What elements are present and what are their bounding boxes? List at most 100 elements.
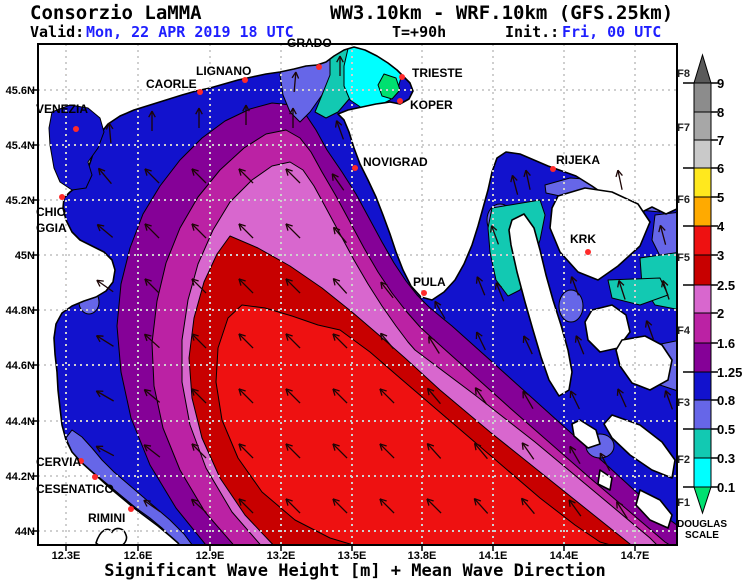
- island-small-1: [635, 489, 673, 529]
- scale-segment: [693, 139, 712, 169]
- city-label-lignano: LIGNANO: [196, 64, 251, 78]
- wave-direction-arrow: [332, 277, 348, 294]
- wave-direction-arrow: [523, 169, 531, 190]
- lat-tick-label: 45.2N: [6, 195, 35, 207]
- wave-direction-arrows: [95, 55, 674, 519]
- city-dot-venezia: [73, 126, 79, 132]
- wave-direction-arrow: [617, 280, 626, 300]
- city-dot-pula: [421, 290, 427, 296]
- lon-tick-label: 14.4E: [550, 550, 579, 562]
- brand-title: Consorzio LaMMA: [30, 2, 202, 24]
- city-dot-rijeka: [550, 166, 556, 172]
- wave-direction-arrow: [569, 445, 581, 464]
- lat-tick-label: 45N: [15, 250, 35, 262]
- wave-direction-arrow: [473, 497, 489, 514]
- model-title: WW3.10km - WRF.10km (GFS.25km): [330, 2, 673, 24]
- force-label: F2: [677, 454, 690, 466]
- scale-segment: [693, 225, 712, 256]
- wave-direction-arrow: [95, 335, 114, 347]
- city-dot-chioggia: [59, 194, 65, 200]
- wave-direction-arrow: [285, 443, 301, 459]
- scale-value: 0.3: [717, 451, 735, 466]
- city-dot-lignano: [242, 77, 248, 83]
- init-label: Init.:: [505, 23, 559, 41]
- wave-direction-arrow: [658, 224, 667, 245]
- lon-tick-label: 12.3E: [52, 550, 81, 562]
- lat-tick-label: 45.4N: [6, 140, 35, 152]
- wave-direction-arrow: [291, 71, 300, 93]
- scale-segment: [693, 428, 712, 459]
- wave-direction-arrow: [616, 388, 627, 408]
- wave-direction-arrow: [105, 122, 114, 144]
- force-label: F3: [677, 397, 690, 409]
- scale-value: 8: [717, 105, 724, 120]
- wave-direction-arrow: [661, 280, 670, 300]
- city-label-rijeka: RIJEKA: [556, 153, 600, 167]
- wave-direction-arrow: [332, 333, 348, 349]
- wave-direction-arrow: [615, 169, 623, 190]
- wave-direction-arrow: [334, 120, 345, 140]
- wave-direction-arrow: [238, 388, 254, 404]
- wave-direction-arrow: [143, 333, 160, 349]
- wave-direction-arrow: [489, 225, 500, 245]
- lon-tick-label: 13.5E: [338, 550, 367, 562]
- wave-direction-arrow: [97, 167, 112, 185]
- wave-direction-arrow: [143, 444, 161, 458]
- wave-direction-arrow: [379, 332, 394, 350]
- scale-value: 1.6: [717, 336, 735, 351]
- lat-tick-label: 44.6N: [6, 360, 35, 372]
- wave-direction-arrow: [285, 278, 301, 294]
- wave-direction-arrow: [332, 388, 348, 404]
- lat-tick-label: 44N: [15, 526, 35, 538]
- valid-label: Valid:: [30, 23, 84, 41]
- scale-value: 5: [717, 190, 724, 205]
- force-label: F1: [677, 497, 690, 509]
- lead-time: T=+90h: [392, 23, 446, 41]
- lon-tick-label: 12.6E: [124, 550, 153, 562]
- wave-direction-arrow: [191, 388, 207, 404]
- island-losinj: [571, 419, 601, 449]
- wave-direction-arrow: [238, 443, 254, 459]
- lon-tick-label: 14.7E: [621, 550, 650, 562]
- wave-direction-arrow: [599, 452, 611, 472]
- scale-value: 9: [717, 76, 724, 91]
- wave-direction-arrow: [426, 498, 442, 514]
- scale-segment: [693, 167, 712, 198]
- wave-direction-arrow: [285, 333, 301, 349]
- scale-segment: [693, 254, 712, 286]
- wave-direction-arrow: [191, 443, 207, 459]
- city-dot-trieste: [399, 74, 405, 80]
- scale-segment: [693, 457, 712, 488]
- wave-direction-arrow: [285, 223, 301, 239]
- city-label-caorle: CAORLE: [146, 77, 197, 91]
- wave-direction-arrow: [96, 279, 114, 293]
- city-label-novigrad: NOVIGRAD: [363, 155, 428, 169]
- wave-direction-arrow: [191, 333, 207, 349]
- lat-tick-label: 44.2N: [6, 471, 35, 483]
- wave-direction-arrow: [95, 390, 114, 402]
- city-labels: VENEZIA CAORLE LIGNANO GRADO TRIESTE KOP…: [36, 36, 600, 525]
- header: Consorzio LaMMA WW3.10km - WRF.10km (GFS…: [30, 2, 673, 41]
- scale-value: 2: [717, 306, 724, 321]
- wave-direction-arrow: [143, 499, 161, 513]
- wave-direction-arrow: [285, 388, 301, 404]
- force-label: F4: [677, 325, 691, 337]
- wave-direction-arrow: [569, 390, 580, 410]
- lon-tick-label: 13.8E: [408, 550, 437, 562]
- wave-direction-arrow: [380, 281, 394, 299]
- scale-value: 3: [717, 248, 724, 263]
- wave-direction-arrow: [426, 442, 442, 459]
- scale-title-line1: DOUGLAS: [677, 519, 727, 530]
- wave-direction-arrow: [379, 443, 395, 459]
- wave-direction-arrow: [332, 443, 348, 459]
- scale-segment: [693, 312, 712, 344]
- map-area: [38, 44, 677, 545]
- scale-segment: [693, 111, 712, 141]
- lat-axis: 45.6N 45.4N 45.2N 45N 44.8N 44.6N 44.4N …: [6, 85, 35, 538]
- wave-direction-arrow: [191, 168, 207, 184]
- wave-direction-arrow: [510, 174, 519, 195]
- valid-value: Mon, 22 APR 2019 18 UTC: [86, 23, 294, 41]
- island-pag-north: [615, 335, 673, 391]
- city-label-krk: KRK: [570, 232, 596, 246]
